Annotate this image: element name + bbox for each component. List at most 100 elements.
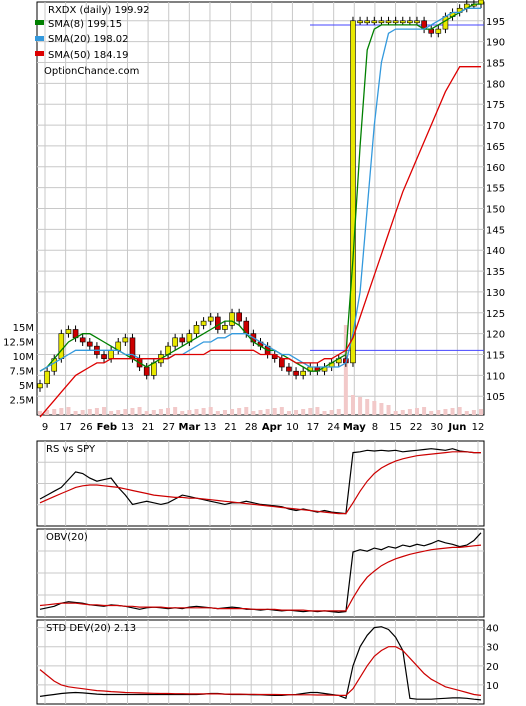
volume-bar bbox=[215, 411, 220, 415]
candle bbox=[179, 337, 186, 343]
x-tick-label: 21 bbox=[142, 422, 155, 433]
volume-bar bbox=[464, 411, 469, 415]
x-tick-label: 22 bbox=[410, 422, 423, 433]
candle bbox=[385, 20, 392, 24]
volume-bar bbox=[358, 397, 363, 415]
volume-bar bbox=[208, 407, 213, 415]
volume-bar bbox=[144, 411, 149, 415]
volume-bar bbox=[286, 411, 291, 415]
volume-bar bbox=[329, 410, 334, 415]
volume-bar bbox=[322, 411, 327, 415]
std-line-1 bbox=[39, 646, 482, 696]
obv-panel bbox=[36, 528, 485, 618]
candle bbox=[215, 316, 221, 330]
candle bbox=[350, 20, 356, 364]
legend-sma8: SMA(8) 199.15 bbox=[48, 19, 122, 30]
y-tick-label: 180 bbox=[486, 79, 505, 90]
candle bbox=[435, 28, 442, 34]
candle bbox=[378, 20, 385, 24]
x-tick-label: Apr bbox=[262, 422, 282, 433]
volume-bar bbox=[244, 407, 249, 415]
volume-bar bbox=[336, 409, 341, 415]
rs-title: RS vs SPY bbox=[46, 444, 96, 455]
legend-swatch-sma20 bbox=[35, 36, 44, 41]
candle bbox=[364, 20, 370, 24]
series-line-2 bbox=[39, 66, 481, 418]
x-tick-label: 10 bbox=[286, 422, 299, 433]
series-line-0 bbox=[39, 3, 481, 372]
volume-bar bbox=[400, 410, 405, 415]
chart-title: RXDX (daily) 199.92 bbox=[48, 5, 149, 16]
volume-bar bbox=[180, 411, 185, 415]
volume-bar bbox=[279, 407, 284, 415]
y-tick-label: 140 bbox=[486, 246, 505, 257]
volume-bar bbox=[158, 409, 163, 415]
candle bbox=[108, 350, 114, 359]
x-tick-label: May bbox=[343, 422, 366, 433]
volume-bar bbox=[251, 411, 256, 415]
candle bbox=[399, 20, 406, 24]
volume-bar bbox=[350, 395, 355, 415]
y-tick-label: 110 bbox=[486, 371, 505, 382]
volume-bar bbox=[201, 408, 206, 415]
volume-bar bbox=[414, 408, 419, 415]
candle bbox=[65, 329, 72, 334]
watermark: OptionChance.com bbox=[44, 66, 139, 77]
volume-tick-label: 2.5M bbox=[9, 396, 34, 407]
candle bbox=[442, 16, 449, 30]
y-tick-label: 190 bbox=[486, 38, 505, 49]
std-title: STD DEV(20) 2.13 bbox=[46, 623, 136, 634]
x-tick-label: Mar bbox=[179, 422, 201, 433]
volume-bar bbox=[38, 411, 42, 415]
legend-sma50: SMA(50) 184.19 bbox=[48, 50, 129, 61]
rs-panel bbox=[36, 440, 485, 527]
candle bbox=[293, 370, 299, 376]
volume-bar bbox=[237, 408, 242, 415]
candle bbox=[407, 20, 413, 24]
candle bbox=[392, 20, 399, 24]
volume-bar bbox=[315, 407, 320, 415]
y-tick-label: 185 bbox=[486, 58, 505, 69]
series-line-1 bbox=[39, 7, 481, 372]
candle bbox=[143, 366, 150, 376]
volume-bar bbox=[407, 409, 412, 415]
volume-bar bbox=[166, 408, 171, 415]
volume-bar bbox=[422, 407, 427, 415]
volume-bar bbox=[73, 411, 78, 415]
volume-bar bbox=[429, 411, 434, 415]
volume-bar bbox=[45, 410, 50, 415]
std-dev-panel: 10 20 30 40 bbox=[36, 619, 499, 705]
x-tick-label: Feb bbox=[97, 422, 117, 433]
volume-bar bbox=[52, 409, 57, 415]
volume-bar bbox=[386, 405, 391, 415]
candle bbox=[357, 20, 363, 24]
volume-bar bbox=[372, 401, 377, 415]
volume-tick-label: 12.5M bbox=[3, 338, 34, 349]
x-tick-label: 13 bbox=[204, 422, 217, 433]
volume-bar bbox=[87, 409, 92, 415]
x-tick-label: 9 bbox=[42, 422, 48, 433]
volume-bar bbox=[66, 407, 71, 415]
y-tick-label: 165 bbox=[486, 142, 505, 153]
candle bbox=[279, 358, 285, 368]
candle bbox=[151, 362, 157, 376]
candle bbox=[101, 354, 107, 359]
rs-line-0 bbox=[39, 448, 481, 515]
legend-swatch-sma50 bbox=[35, 51, 44, 56]
volume-bar bbox=[59, 408, 64, 415]
volume-bar bbox=[471, 410, 476, 415]
x-tick-label: 30 bbox=[430, 422, 443, 433]
candle bbox=[286, 366, 292, 372]
volume-bar bbox=[109, 411, 114, 415]
y-tick-label: 150 bbox=[486, 205, 505, 216]
volume-bar bbox=[173, 407, 178, 415]
x-tick-label: 26 bbox=[80, 422, 93, 433]
volume-bar bbox=[272, 408, 277, 415]
volume-tick-label: 5M bbox=[19, 381, 34, 392]
volume-bar bbox=[443, 409, 448, 415]
volume-bar bbox=[365, 399, 370, 415]
volume-bar bbox=[436, 410, 441, 415]
volume-bar bbox=[393, 411, 398, 415]
candle bbox=[414, 20, 420, 24]
y-tick-label: 155 bbox=[486, 184, 505, 195]
